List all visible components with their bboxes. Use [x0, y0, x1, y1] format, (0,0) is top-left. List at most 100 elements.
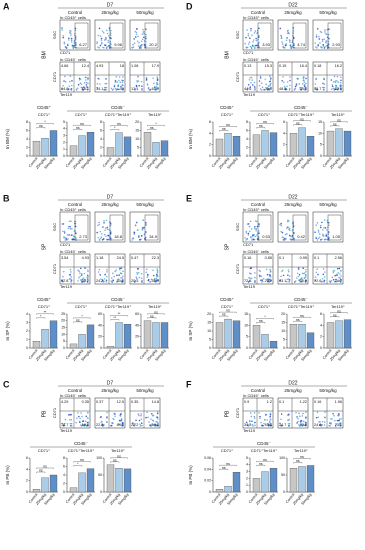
sig-label: ns: [117, 122, 121, 126]
event-dot: [339, 277, 342, 280]
bar: [298, 466, 306, 493]
event-dot: [305, 421, 307, 424]
sig-bracket: [110, 457, 128, 459]
group-label: 25mg/kg: [284, 202, 302, 207]
event-dot: [103, 88, 106, 91]
axis-label: CD71: [235, 263, 240, 274]
group-header: CD45⁻: [257, 441, 272, 446]
event-dot: [68, 37, 70, 40]
event-dot: [268, 421, 271, 424]
chart-title: CD71⁺Ter119⁺: [288, 304, 314, 309]
axis-label: CD71: [60, 50, 71, 55]
gate-value: 20.2: [149, 42, 158, 47]
event-dot: [103, 222, 105, 224]
event-dot: [282, 274, 285, 277]
event-dot: [68, 234, 70, 236]
flow-plot: [129, 397, 161, 429]
event-dot: [116, 81, 119, 83]
event-dot: [106, 226, 109, 229]
event-dot: [295, 411, 297, 414]
sig-bracket: [293, 124, 303, 126]
event-dot: [248, 272, 251, 274]
event-dot: [281, 79, 284, 82]
bar: [41, 329, 49, 349]
event-dot: [324, 31, 326, 33]
gate-value: 3.93: [262, 42, 271, 47]
event-dot: [108, 45, 110, 48]
event-dot: [133, 38, 135, 40]
event-dot: [269, 271, 272, 273]
x-tick-label: 50mg/kg: [155, 157, 167, 170]
event-dot: [289, 41, 291, 43]
sig-bracket: [110, 461, 120, 463]
event-dot: [319, 420, 321, 423]
event-dot: [264, 419, 266, 421]
event-dot: [330, 88, 333, 90]
bar: [224, 133, 232, 157]
event-dot: [251, 235, 254, 238]
event-dot: [106, 32, 109, 35]
x-tick-label: Control: [211, 349, 222, 361]
y-tick-label: 20: [135, 335, 139, 339]
x-tick-label: Control: [322, 349, 333, 361]
bar: [326, 322, 335, 349]
x-tick-label: 50mg/kg: [118, 349, 130, 362]
event-dot: [98, 268, 101, 271]
event-dot: [141, 227, 144, 229]
event-dot: [77, 280, 79, 282]
y-tick-label: 6: [320, 312, 322, 316]
chart-title: CD71⁺: [221, 112, 233, 117]
event-dot: [116, 274, 118, 277]
event-dot: [70, 271, 72, 273]
event-dot: [63, 80, 65, 82]
event-dot: [257, 238, 260, 240]
event-dot: [140, 422, 143, 425]
event-dot: [156, 79, 159, 82]
event-dot: [268, 279, 270, 281]
event-dot: [116, 280, 119, 283]
event-dot: [254, 272, 256, 274]
event-dot: [317, 231, 320, 233]
event-dot: [254, 276, 256, 279]
sig-label: ns: [80, 122, 84, 126]
event-dot: [101, 238, 104, 241]
event-dot: [268, 280, 271, 283]
event-dot: [340, 79, 342, 82]
event-dot: [303, 84, 306, 86]
x-tick-label: 50mg/kg: [338, 157, 350, 170]
event-dot: [157, 279, 159, 281]
event-dot: [78, 415, 80, 418]
x-tick-label: Control: [139, 349, 150, 361]
event-dot: [316, 28, 319, 30]
y-tick-label: 0: [283, 490, 285, 494]
event-dot: [114, 415, 116, 418]
y-tick-label: 1: [246, 483, 248, 487]
event-dot: [119, 81, 122, 84]
event-dot: [131, 239, 133, 241]
y-tick-label: 8: [63, 456, 65, 460]
quadrant-value: 0.9: [244, 400, 249, 404]
y-tick-label: 2: [26, 479, 28, 483]
event-dot: [146, 411, 148, 413]
quadrant-value: 43: [120, 87, 124, 91]
gate: [109, 22, 124, 49]
bar: [123, 136, 132, 157]
event-dot: [251, 239, 253, 241]
event-dot: [110, 87, 113, 90]
event-dot: [281, 236, 284, 238]
bar: [86, 132, 95, 157]
gate-label: In CD45⁻ cells: [60, 57, 86, 62]
event-dot: [287, 270, 290, 273]
event-dot: [96, 41, 98, 43]
event-dot: [244, 237, 246, 239]
event-dot: [286, 37, 288, 39]
event-dot: [290, 238, 293, 241]
quadrant-value: 0.16: [314, 400, 321, 404]
event-dot: [282, 75, 284, 78]
sig-label: ns: [39, 469, 43, 473]
event-dot: [316, 47, 318, 49]
gate: [74, 214, 89, 241]
quadrant-value: 18.6: [82, 423, 89, 427]
event-dot: [338, 418, 341, 420]
event-dot: [315, 224, 318, 226]
